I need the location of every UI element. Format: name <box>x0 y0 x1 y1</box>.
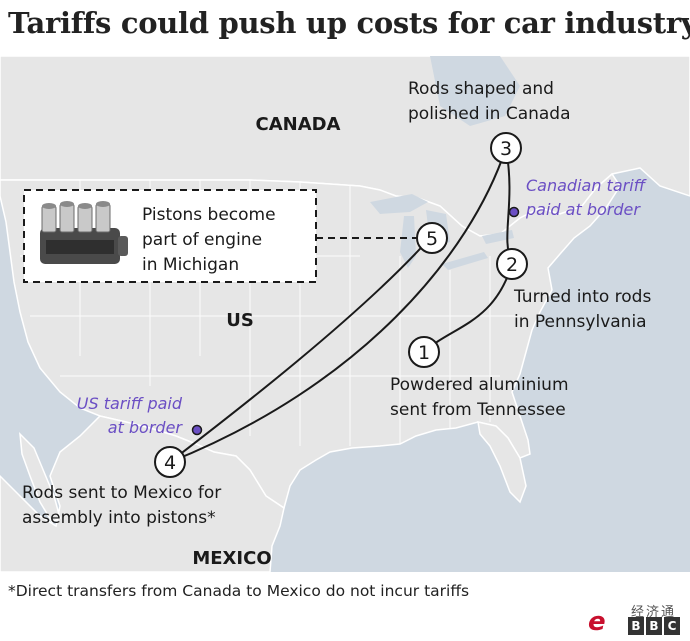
step-3-marker: 3 <box>490 132 522 164</box>
canadian-tariff-line-2: paid at border <box>525 200 641 219</box>
engine-icon <box>40 201 128 264</box>
step-5-number: 5 <box>426 228 438 250</box>
step-4-label: Rods sent to Mexico for assembly into pi… <box>22 483 221 528</box>
lake-ontario <box>482 230 514 244</box>
canadian-tariff-label: Canadian tariff paid at border <box>525 176 648 219</box>
step-5-label-line-2: part of engine <box>142 230 262 250</box>
us-tariff-line-1: US tariff paid <box>77 394 183 413</box>
page-title: Tariffs could push up costs for car indu… <box>8 6 690 40</box>
step-2-marker: 2 <box>496 248 528 280</box>
us-tariff-label: US tariff paid at border <box>77 394 184 437</box>
step-4-label-line-2: assembly into pistons* <box>22 508 216 528</box>
bbc-logo: B B C <box>628 617 680 635</box>
step-1-label: Powdered aluminium sent from Tennessee <box>390 375 569 420</box>
us-tariff-line-2: at border <box>108 418 184 437</box>
step-4-number: 4 <box>164 452 176 474</box>
lake-erie <box>442 252 488 270</box>
region-label-canada: CANADA <box>255 114 340 135</box>
step-1-label-line-2: sent from Tennessee <box>390 400 566 420</box>
baja-peninsula <box>19 431 61 523</box>
step-4-label-line-1: Rods sent to Mexico for <box>22 483 221 503</box>
step-3-label-line-2: polished in Canada <box>408 104 571 124</box>
step-3-label: Rods shaped and polished in Canada <box>408 79 571 124</box>
logo-chinese-text: 经济通 <box>630 605 676 620</box>
footnote: *Direct transfers from Canada to Mexico … <box>8 582 470 600</box>
logo-e-mark: e <box>588 607 606 637</box>
step-2-label-line-2: in Pennsylvania <box>514 312 647 332</box>
region-label-us: US <box>226 310 254 331</box>
route-map: 1 2 3 4 5 CANADA US MEXICO Rods shaped a… <box>0 56 690 572</box>
step-1-number: 1 <box>418 342 430 364</box>
step-1-marker: 1 <box>408 336 440 368</box>
us-tariff-point <box>191 424 203 436</box>
region-label-mexico: MEXICO <box>192 548 271 569</box>
bbc-logo-b2: B <box>646 617 662 635</box>
step-2-label: Turned into rods in Pennsylvania <box>513 287 651 332</box>
step-4-marker: 4 <box>154 446 186 478</box>
bbc-logo-c: C <box>664 617 680 635</box>
footer: *Direct transfers from Canada to Mexico … <box>0 572 690 641</box>
mexico-land <box>0 415 285 572</box>
lake-superior <box>370 194 428 214</box>
hudson-bay <box>430 56 520 126</box>
step-5-label-line-1: Pistons become <box>142 205 276 225</box>
lake-michigan <box>400 216 416 268</box>
canadian-tariff-point <box>508 206 520 218</box>
publisher-logo: 经济通 e B B C <box>588 601 684 637</box>
canadian-tariff-line-1: Canadian tariff <box>526 176 648 195</box>
florida <box>477 421 527 504</box>
step-2-label-line-1: Turned into rods <box>513 287 651 307</box>
step-1-label-line-1: Powdered aluminium <box>390 375 569 395</box>
step-3-label-line-1: Rods shaped and <box>408 79 554 99</box>
step-markers: 1 2 3 4 5 <box>154 132 528 478</box>
step-3-number: 3 <box>500 138 512 160</box>
step-2-number: 2 <box>506 254 518 276</box>
route-4-5 <box>169 237 431 463</box>
route-3-4 <box>169 147 507 463</box>
supply-route <box>169 147 513 463</box>
step-5-label-line-3: in Michigan <box>142 255 239 275</box>
bbc-logo-b1: B <box>628 617 644 635</box>
engine-callout: Pistons become part of engine in Michiga… <box>23 189 317 283</box>
step-5-marker: 5 <box>416 222 448 254</box>
